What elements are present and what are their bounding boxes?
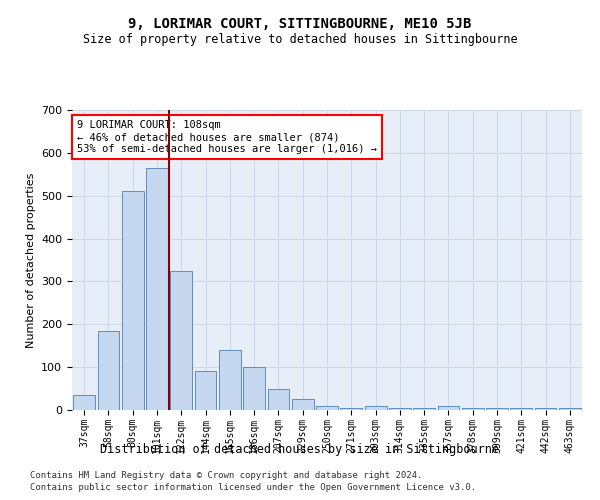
Bar — [268, 388, 289, 410]
Text: 9 LORIMAR COURT: 108sqm
← 46% of detached houses are smaller (874)
53% of semi-d: 9 LORIMAR COURT: 108sqm ← 46% of detache… — [77, 120, 377, 154]
Bar — [316, 406, 338, 410]
Text: 9, LORIMAR COURT, SITTINGBOURNE, ME10 5JB: 9, LORIMAR COURT, SITTINGBOURNE, ME10 5J… — [128, 18, 472, 32]
Text: Contains HM Land Registry data © Crown copyright and database right 2024.: Contains HM Land Registry data © Crown c… — [30, 471, 422, 480]
Bar — [97, 330, 119, 410]
Text: Size of property relative to detached houses in Sittingbourne: Size of property relative to detached ho… — [83, 32, 517, 46]
Bar — [146, 168, 168, 410]
Bar — [437, 406, 460, 410]
Bar — [340, 408, 362, 410]
Text: Contains public sector information licensed under the Open Government Licence v3: Contains public sector information licen… — [30, 484, 476, 492]
Bar — [486, 408, 508, 410]
Bar — [292, 400, 314, 410]
Bar — [122, 192, 143, 410]
Bar — [511, 408, 532, 410]
Bar — [243, 367, 265, 410]
Bar — [194, 372, 217, 410]
Bar — [365, 406, 386, 410]
Bar — [73, 395, 95, 410]
Bar — [535, 408, 556, 410]
Bar — [170, 270, 192, 410]
Bar — [559, 408, 581, 410]
Y-axis label: Number of detached properties: Number of detached properties — [26, 172, 35, 348]
Bar — [413, 408, 435, 410]
Bar — [219, 350, 241, 410]
Text: Distribution of detached houses by size in Sittingbourne: Distribution of detached houses by size … — [101, 442, 499, 456]
Bar — [389, 408, 411, 410]
Bar — [462, 408, 484, 410]
